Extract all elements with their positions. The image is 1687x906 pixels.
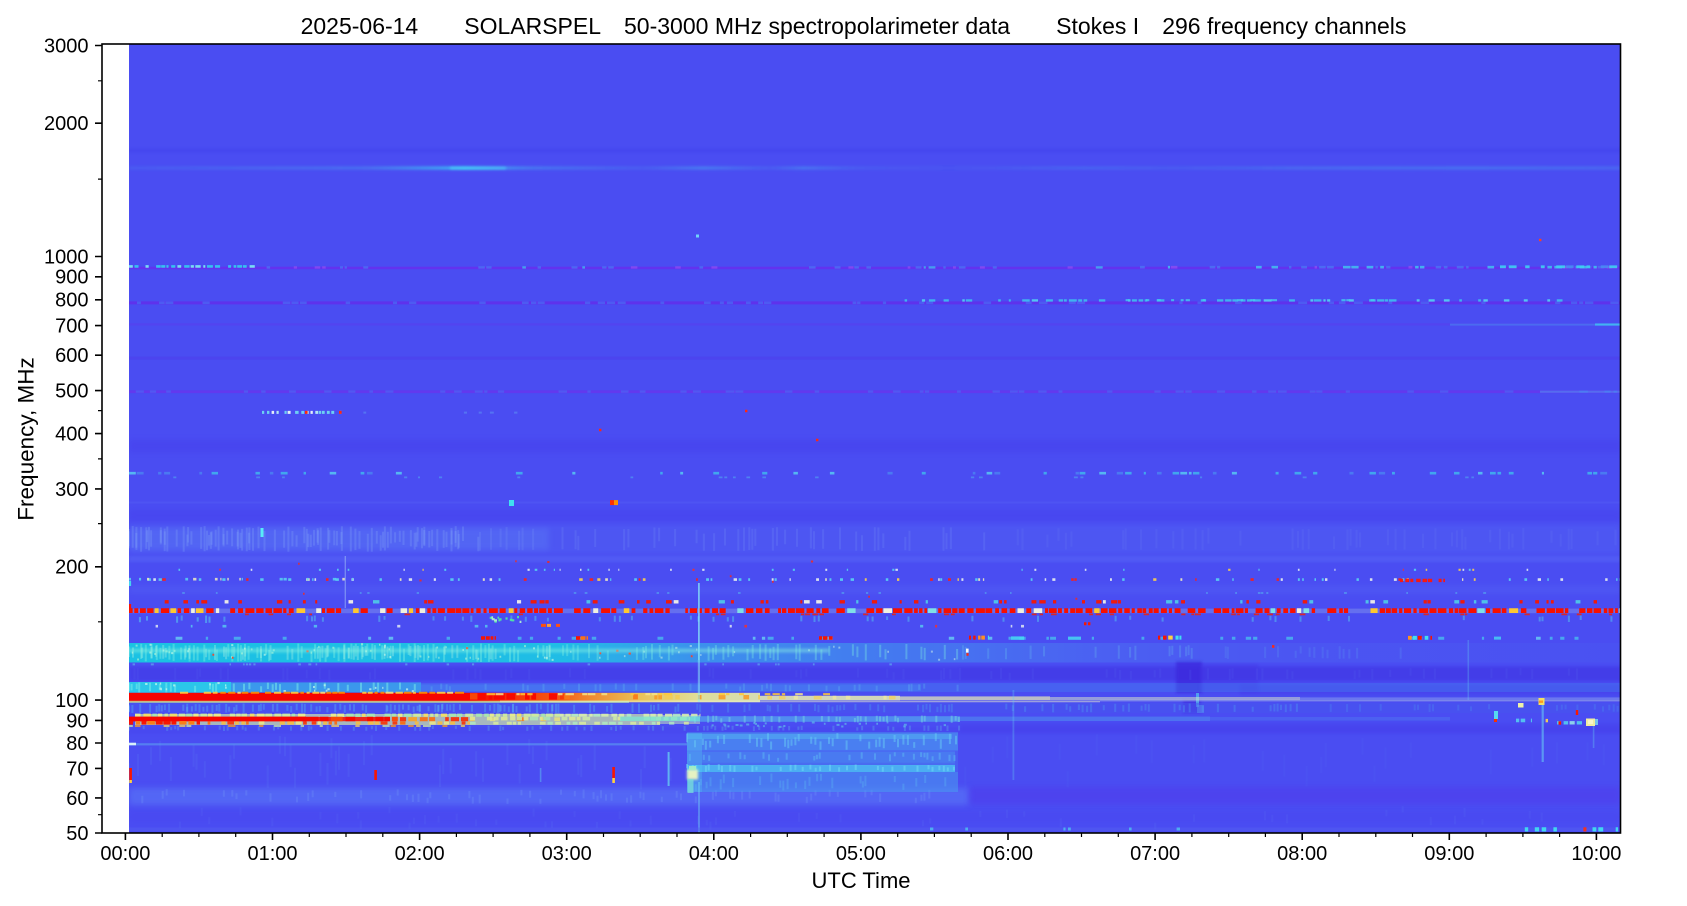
svg-text:200: 200 [55,557,88,579]
svg-text:50: 50 [66,823,88,845]
svg-text:500: 500 [55,381,88,403]
svg-text:06:00: 06:00 [983,843,1033,865]
svg-text:08:00: 08:00 [1277,843,1327,865]
svg-text:01:00: 01:00 [247,843,297,865]
svg-text:03:00: 03:00 [542,843,592,865]
svg-text:10:00: 10:00 [1571,843,1621,865]
svg-text:09:00: 09:00 [1424,843,1474,865]
svg-text:400: 400 [55,424,88,446]
svg-text:3000: 3000 [44,35,89,57]
svg-text:900: 900 [55,267,88,289]
svg-text:90: 90 [66,710,88,732]
svg-text:04:00: 04:00 [689,843,739,865]
svg-text:2025-06-14 SOLARSPEL 50-30: 2025-06-14 SOLARSPEL 50-3000 MHz spectro… [301,13,1407,39]
svg-text:UTC Time: UTC Time [812,868,911,893]
svg-text:80: 80 [66,733,88,755]
svg-text:70: 70 [66,758,88,780]
svg-text:1000: 1000 [44,246,89,268]
svg-text:07:00: 07:00 [1130,843,1180,865]
svg-text:60: 60 [66,788,88,810]
svg-text:2000: 2000 [44,113,89,135]
svg-text:300: 300 [55,479,88,501]
svg-text:00:00: 00:00 [100,843,150,865]
svg-text:800: 800 [55,290,88,312]
svg-text:700: 700 [55,316,88,338]
svg-text:05:00: 05:00 [836,843,886,865]
svg-text:02:00: 02:00 [395,843,445,865]
svg-text:600: 600 [55,345,88,367]
svg-text:100: 100 [55,690,88,712]
svg-text:Frequency, MHz: Frequency, MHz [14,357,39,520]
